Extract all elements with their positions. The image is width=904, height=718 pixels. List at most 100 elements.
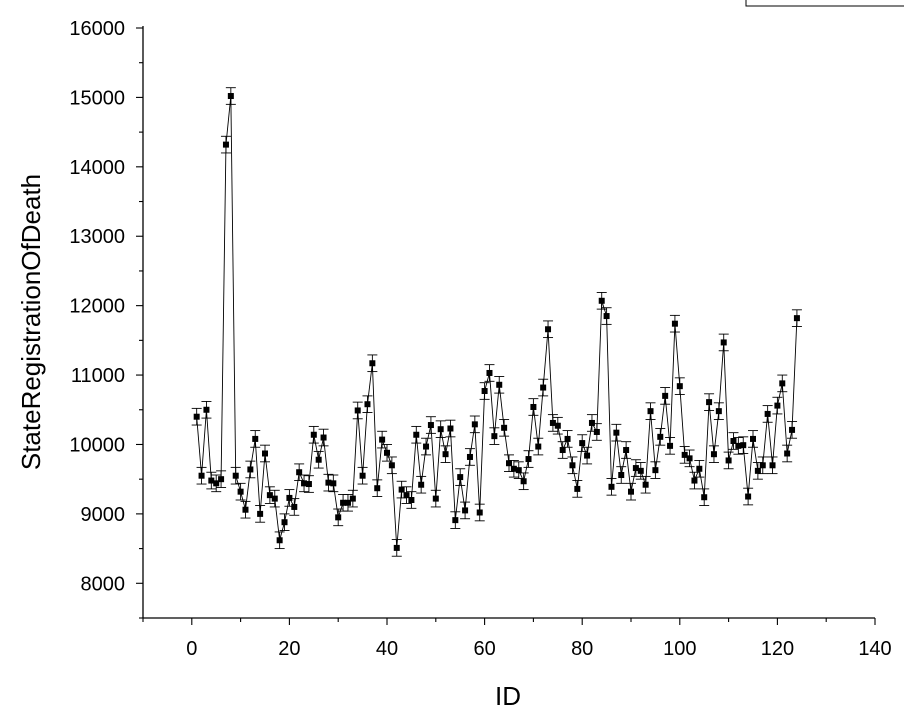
data-point [525,456,532,463]
markers [193,93,800,551]
data-point [535,443,542,450]
data-point [198,472,205,479]
data-point [530,403,537,410]
data-point [793,315,800,322]
y-tick-label: 8000 [81,573,126,595]
data-point [686,455,693,462]
data-point [266,492,273,499]
data-point [471,421,478,428]
data-point [364,401,371,408]
x-tick-label: 120 [761,638,794,660]
data-point [408,497,415,503]
data-point [691,477,698,484]
data-point [340,499,347,506]
data-point [354,407,361,414]
data-point [320,434,327,441]
legend-box [745,0,904,7]
data-point [442,451,449,458]
y-tick-label: 12000 [69,296,125,318]
data-point [457,474,464,481]
data-point [710,451,717,458]
data-point [759,462,766,469]
data-point [584,452,591,459]
data-point [681,451,688,458]
data-point [437,426,444,433]
data-point [349,495,356,502]
data-point [769,462,776,469]
y-tick-label: 15000 [69,87,125,109]
data-point [667,442,674,449]
data-point [222,141,229,148]
x-axis-title: ID [495,681,521,711]
y-tick-label: 11000 [71,365,125,387]
data-point [393,544,400,551]
data-point [593,428,600,435]
error-bars [191,87,802,557]
data-point [671,320,678,327]
y-tick-label: 13000 [69,226,125,248]
data-point [369,360,376,367]
data-point [515,467,522,474]
data-point [427,422,434,429]
data-point [491,433,498,440]
data-point [598,297,605,304]
data-point [657,433,664,440]
series-line [196,95,798,548]
data-point [466,453,473,460]
data-point [481,388,488,395]
data-point [510,465,517,472]
axes [142,26,875,619]
data-point [398,486,405,493]
data-point [296,469,303,476]
data-point [652,467,659,474]
plot-area: 0 20 40 60 80 100 120 140 8000 9000 10000 11000 1200… [69,18,891,660]
data-point [423,443,430,450]
data-point [496,381,503,388]
data-point [388,462,395,469]
data-point [647,408,654,415]
data-point [403,492,410,499]
data-point [545,326,552,333]
data-point [242,506,249,513]
data-point [632,465,639,472]
data-point [754,467,761,474]
data-point [779,380,786,387]
data-point [452,517,459,524]
data-point [623,447,630,454]
data-point [559,447,566,454]
y-tick-label: 16000 [69,18,125,40]
data-point [462,507,469,514]
data-point [569,462,576,469]
x-tick-label: 20 [278,638,300,660]
ticks: 0 20 40 60 80 100 120 140 8000 9000 10000 11000 1200… [69,18,891,660]
data-point [554,422,561,429]
data-point [540,384,547,391]
data-point [564,435,571,442]
data-point [574,485,581,492]
data-point [418,481,425,488]
data-point [359,472,366,479]
data-point [262,450,268,457]
x-tick-label: 100 [663,638,696,660]
data-point [276,537,283,544]
data-point [676,383,683,390]
data-point [227,93,234,100]
data-point [208,477,215,484]
x-tick-label: 0 [186,638,197,660]
data-point [379,436,386,443]
data-point [271,495,278,502]
data-point [286,494,293,501]
data-point [701,494,708,501]
x-tick-label: 60 [473,638,495,660]
x-tick-label: 40 [376,638,398,660]
data-point [628,488,634,495]
data-point [662,392,669,399]
data-point [520,478,527,485]
data-point [715,408,722,415]
data-point [247,466,254,473]
data-point [486,369,493,376]
data-point [789,426,796,433]
data-point [774,402,781,409]
data-point [784,450,791,457]
